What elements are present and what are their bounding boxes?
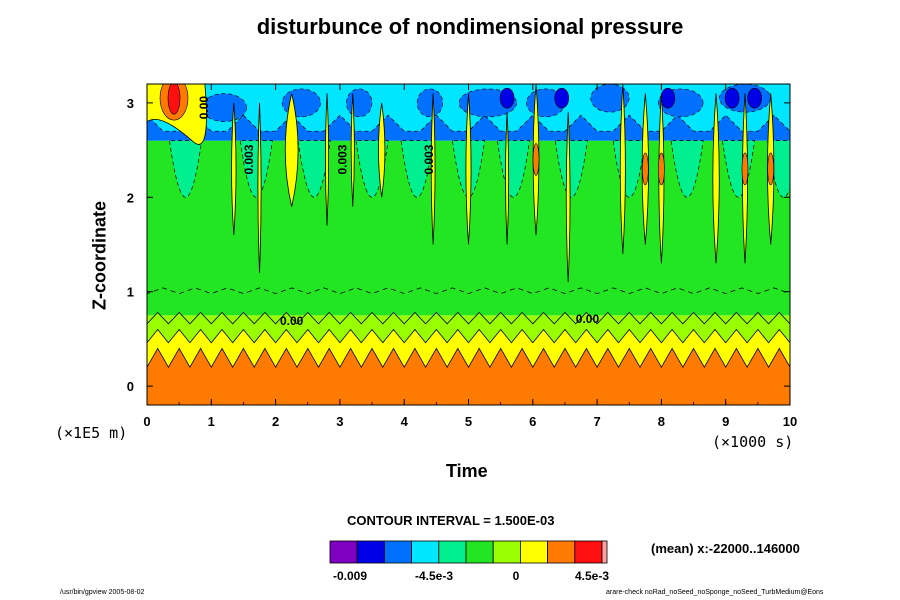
colorbar-tick-label: 0 <box>513 569 520 583</box>
zero-contour-line <box>147 287 790 295</box>
colorbar-swatch <box>356 540 385 564</box>
x-axis-unit: (×1000 s) <box>712 433 794 451</box>
negative-lobe <box>400 140 434 198</box>
contour-label: 0.00 <box>280 314 304 328</box>
colorbar-swatch <box>465 540 494 564</box>
negative-lobe <box>239 140 273 198</box>
y-axis-label: Z-coordinate <box>89 201 110 311</box>
contour-label: 0.003 <box>335 144 349 174</box>
x-tick-label: 9 <box>722 414 729 429</box>
colorbar-tick-label: -0.009 <box>333 569 367 583</box>
colorbar-swatch <box>438 540 467 564</box>
negative-core <box>416 88 444 118</box>
negative-core-strong <box>660 87 676 109</box>
colorbar-tick-label: 4.5e-3 <box>575 569 609 583</box>
colorbar-swatch <box>520 540 549 564</box>
colorbar-swatch <box>411 540 440 564</box>
positive-plume <box>565 112 571 283</box>
colorbar-swatch <box>601 540 608 564</box>
contour-label: 0.00 <box>576 312 600 326</box>
x-tick-label: 8 <box>658 414 665 429</box>
positive-plume-core <box>532 143 540 176</box>
positive-plume <box>378 102 386 198</box>
positive-plume <box>350 93 355 207</box>
x-tick-label: 2 <box>272 414 279 429</box>
footer-command: /usr/bin/gpview 2005-08-02 <box>60 589 145 596</box>
positive-plume <box>619 84 626 254</box>
negative-lobe <box>297 140 331 198</box>
positive-plume <box>257 102 262 273</box>
x-tick-label: 10 <box>783 414 797 429</box>
colorbar-swatch <box>492 540 521 564</box>
colorbar-swatch <box>574 540 603 564</box>
x-tick-label: 5 <box>465 414 472 429</box>
positive-plume <box>712 93 720 264</box>
negative-lobe <box>169 140 203 198</box>
colorbar-tick-label: -4.5e-3 <box>415 569 453 583</box>
x-tick-label: 7 <box>593 414 600 429</box>
contour-interval-label: CONTOUR INTERVAL = 1.500E-03 <box>347 513 555 528</box>
positive-plume <box>505 112 510 245</box>
colorbar-swatch <box>329 540 358 564</box>
positive-plume <box>430 93 436 245</box>
positive-plume-core <box>741 152 749 186</box>
x-tick-label: 3 <box>336 414 343 429</box>
contour-fill-group <box>147 84 790 405</box>
x-tick-label: 1 <box>208 414 215 429</box>
footer-run-name: arare-check noRad_noSeed_noSponge_noSeed… <box>606 589 824 596</box>
contour-label: 0.003 <box>242 144 256 174</box>
x-tick-label: 6 <box>529 414 536 429</box>
contour-label: 0.00 <box>197 96 211 120</box>
contour-band-positive-high-wave <box>147 347 790 405</box>
positive-plume <box>465 93 472 245</box>
top-left-positive-peak <box>167 84 181 115</box>
negative-core-strong <box>724 87 740 109</box>
negative-core-strong <box>747 87 762 109</box>
negative-lobe <box>554 140 588 198</box>
y-axis-unit: (×1E5 m) <box>55 424 128 442</box>
positive-plume-core <box>642 152 649 186</box>
y-tick-label: 0 <box>127 379 134 394</box>
chart-title: disturbunce of nondimensional pressure <box>256 14 684 39</box>
positive-plume <box>231 102 237 236</box>
mean-note: (mean) x:-22000..146000 <box>651 541 800 556</box>
negative-lobe <box>670 140 704 198</box>
contour-label: 0.003 <box>422 144 436 174</box>
colorbar-swatch <box>547 540 576 564</box>
positive-plume-core <box>767 152 775 186</box>
positive-plume <box>325 93 330 226</box>
x-tick-label: 4 <box>401 414 409 429</box>
positive-plume <box>284 93 299 207</box>
negative-core <box>346 88 373 118</box>
y-tick-label: 1 <box>127 285 134 300</box>
x-axis-label: Time <box>446 461 488 481</box>
y-tick-label: 2 <box>127 190 134 205</box>
y-tick-label: 3 <box>127 96 134 111</box>
negative-core-strong <box>499 87 515 109</box>
colorbar-swatch <box>383 540 412 564</box>
negative-core-strong <box>554 87 570 109</box>
positive-plume-core <box>658 152 665 186</box>
x-tick-label: 0 <box>143 414 150 429</box>
